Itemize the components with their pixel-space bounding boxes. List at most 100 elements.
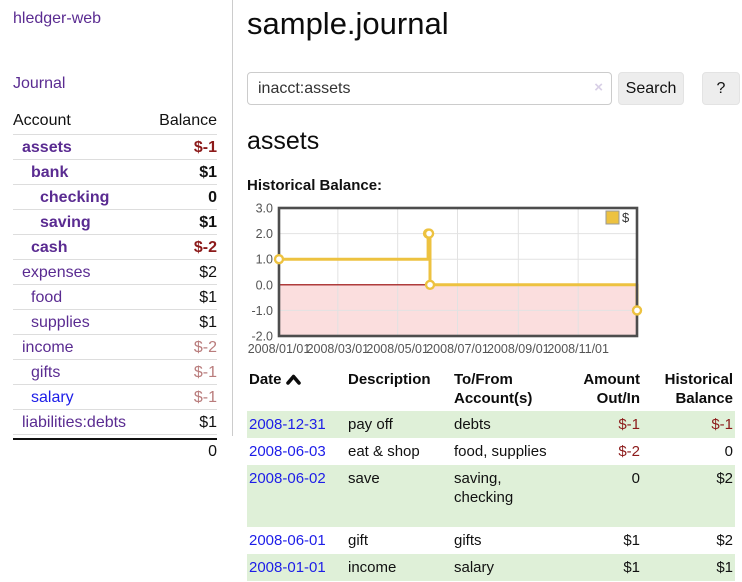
account-row: liabilities:debts $1 xyxy=(13,410,217,435)
account-link[interactable]: saving xyxy=(40,213,91,231)
account-balance: $1 xyxy=(199,288,217,306)
amount-cell: $-1 xyxy=(618,416,640,433)
account-balance: $2 xyxy=(199,263,217,281)
account-row: income $-2 xyxy=(13,335,217,360)
x-axis-tick-label: 2008/11/01 xyxy=(547,342,609,356)
y-axis-tick-label: 0.0 xyxy=(256,278,273,292)
column-header-historical-balance: Historical Balance xyxy=(664,371,733,407)
account-link[interactable]: assets xyxy=(22,138,72,156)
account-link[interactable]: gifts xyxy=(31,363,61,381)
register-row: 2008-06-03 eat & shop food, supplies $-2 0 xyxy=(247,438,735,465)
accounts-cell: salary xyxy=(454,559,495,576)
balance-cell: 0 xyxy=(724,443,733,460)
accounts-cell: food, supplies xyxy=(454,443,547,460)
accounts-cell: debts xyxy=(454,416,491,433)
transaction-date-link[interactable]: 2008-06-03 xyxy=(249,443,326,460)
account-link[interactable]: expenses xyxy=(22,263,91,281)
balance-cell: $2 xyxy=(716,470,733,487)
account-balance: $-1 xyxy=(193,363,217,381)
description-cell: pay off xyxy=(348,416,393,433)
accounts-total-row: 0 xyxy=(13,438,217,463)
sidebar-item-journal[interactable]: Journal xyxy=(13,75,66,92)
account-balance: $1 xyxy=(199,163,217,181)
account-balance: $-1 xyxy=(193,138,217,156)
accounts-cell: saving, checking xyxy=(454,470,514,506)
account-row: saving $1 xyxy=(13,210,217,235)
balance-chart[interactable]: 3.0 2.0 1.0 0.0 -1.0 -2.0 2008/01/01 2008/03/01… xyxy=(247,198,742,363)
account-row: salary $-1 xyxy=(13,385,217,410)
account-balance: 0 xyxy=(208,188,217,206)
y-axis-tick-label: 2.0 xyxy=(256,227,273,241)
account-link[interactable]: food xyxy=(31,288,63,306)
balance-cell: $1 xyxy=(716,559,733,576)
app-title-link[interactable]: hledger-web xyxy=(13,10,102,27)
transaction-date-link[interactable]: 2008-01-01 xyxy=(249,559,326,576)
account-link[interactable]: bank xyxy=(31,163,69,181)
account-link[interactable]: salary xyxy=(31,388,74,406)
x-axis-tick-label: 2008/05/01 xyxy=(366,342,429,356)
amount-cell: 0 xyxy=(631,470,640,487)
y-axis-tick-label: 3.0 xyxy=(256,202,273,216)
register-table-header: Date Description To/From Account(s) Amount … xyxy=(247,367,735,411)
balance-cell: $-1 xyxy=(711,416,733,433)
register-row: 2008-06-02 save saving, checking 0 $2 xyxy=(247,465,735,527)
data-point-marker xyxy=(423,228,435,239)
account-row: cash $-2 xyxy=(13,235,217,260)
account-row: supplies $1 xyxy=(13,310,217,335)
search-button[interactable]: Search xyxy=(618,72,684,105)
account-link[interactable]: income xyxy=(22,338,74,356)
accounts-cell: gifts xyxy=(454,532,482,549)
sidebar-divider xyxy=(232,0,233,436)
account-balance: $-1 xyxy=(193,388,217,406)
column-header-date[interactable]: Date xyxy=(247,367,346,411)
page-title: sample.journal xyxy=(247,6,449,41)
y-axis-tick-label: -1.0 xyxy=(251,304,273,318)
y-axis-tick-label: -2.0 xyxy=(251,330,273,344)
transaction-date-link[interactable]: 2008-06-01 xyxy=(249,532,326,549)
accounts-table-header: Account Balance xyxy=(13,110,217,135)
account-balance: $-2 xyxy=(193,338,217,356)
search-input[interactable] xyxy=(247,72,612,105)
register-row: 2008-06-01 gift gifts $1 $2 xyxy=(247,527,735,554)
account-link[interactable]: liabilities:debts xyxy=(22,413,127,431)
chart-title: Historical Balance: xyxy=(247,177,383,194)
sidebar: hledger-web Journal Account Balance asse… xyxy=(0,0,232,463)
amount-cell: $1 xyxy=(623,532,640,549)
clear-search-icon[interactable]: × xyxy=(594,79,603,96)
balance-cell: $2 xyxy=(716,532,733,549)
data-point-marker xyxy=(273,254,285,265)
balance-column-header: Balance xyxy=(159,112,217,129)
plot-border xyxy=(277,206,639,338)
account-row: food $1 xyxy=(13,285,217,310)
column-header-to-from-account-s: To/From Account(s) xyxy=(454,371,533,407)
account-heading: assets xyxy=(247,127,320,155)
description-cell: eat & shop xyxy=(348,443,420,460)
transaction-date-link[interactable]: 2008-12-31 xyxy=(249,416,326,433)
column-header-description: Description xyxy=(348,371,431,388)
description-cell: save xyxy=(348,470,380,487)
account-link[interactable]: supplies xyxy=(31,313,90,331)
accounts-table: Account Balance assets $-1 bank $1 checking 0… xyxy=(13,110,217,463)
data-point-marker xyxy=(424,279,436,291)
amount-cell: $-2 xyxy=(618,443,640,460)
search-field-wrap: × xyxy=(247,72,612,105)
x-axis-tick-label: 2008/09/01 xyxy=(487,342,550,356)
register-row: 2008-01-01 income salary $1 $1 xyxy=(247,554,735,581)
account-link[interactable]: checking xyxy=(40,188,110,206)
amount-cell: $1 xyxy=(623,559,640,576)
account-link[interactable]: cash xyxy=(31,238,68,256)
balance-chart-svg[interactable]: 3.0 2.0 1.0 0.0 -1.0 -2.02008/01/012008/03/01… xyxy=(247,198,707,358)
account-row: checking 0 xyxy=(13,185,217,210)
transaction-date-link[interactable]: 2008-06-02 xyxy=(249,470,326,487)
data-point-marker xyxy=(631,305,643,316)
account-row: gifts $-1 xyxy=(13,360,217,385)
description-cell: gift xyxy=(348,532,369,549)
x-axis-tick-label: 2008/07/01 xyxy=(426,342,489,356)
account-row: assets $-1 xyxy=(13,135,217,160)
y-axis-tick-label: 1.0 xyxy=(256,253,273,267)
account-row: expenses $2 xyxy=(13,260,217,285)
help-button[interactable]: ? xyxy=(702,72,740,105)
account-column-header: Account xyxy=(13,112,71,129)
register-row: 2008-12-31 pay off debts $-1 $-1 xyxy=(247,411,735,438)
account-balance: $1 xyxy=(199,213,217,231)
